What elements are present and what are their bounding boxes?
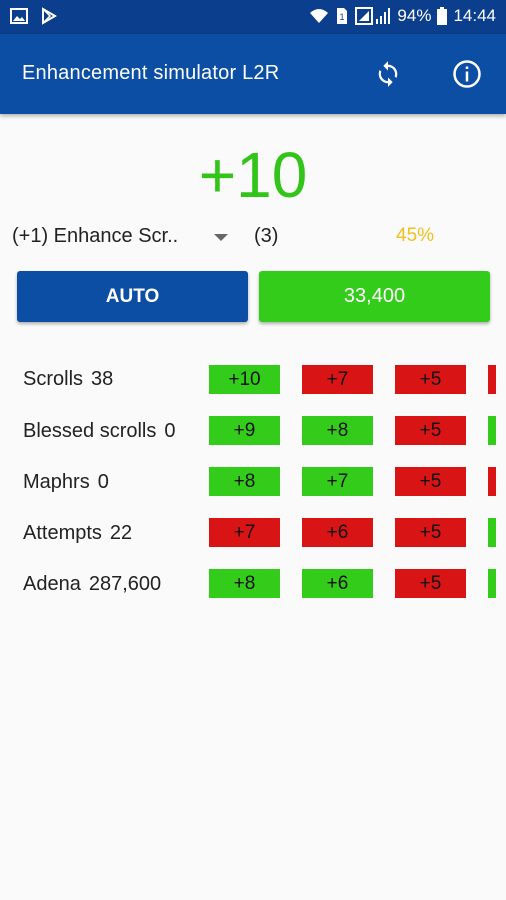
stat-value: 0 <box>97 471 109 493</box>
history-cell: +10 <box>209 365 280 394</box>
stat-label: Scrolls <box>23 368 84 390</box>
stat-value: 287,600 <box>88 573 162 595</box>
history-cell-partial <box>488 569 496 598</box>
status-bar: 1 94% 14:44 <box>0 0 506 34</box>
info-button[interactable] <box>449 56 485 92</box>
history-cell: +5 <box>395 569 466 598</box>
stat-label: Blessed scrolls <box>23 420 157 442</box>
svg-text:1: 1 <box>340 12 345 22</box>
stat-blessed-scrolls: Blessed scrolls 0 <box>23 420 176 443</box>
history-cell-partial <box>488 518 496 547</box>
info-icon <box>453 60 481 88</box>
history-cell: +5 <box>395 416 466 445</box>
gallery-icon <box>10 8 28 24</box>
sim-icon: 1 <box>337 8 348 24</box>
history-cell: +8 <box>209 467 280 496</box>
battery-icon <box>437 7 448 25</box>
app-bar: Enhancement simulator L2R <box>0 34 506 114</box>
history-cell: +5 <box>395 518 466 547</box>
history-cell: +5 <box>395 467 466 496</box>
stat-scrolls: Scrolls 38 <box>23 368 113 391</box>
app-title: Enhancement simulator L2R <box>22 62 280 84</box>
play-store-icon <box>42 7 57 25</box>
history-cell-partial <box>488 365 496 394</box>
wifi-icon <box>310 9 329 23</box>
refresh-button[interactable] <box>370 56 406 92</box>
auto-button[interactable]: AUTO <box>17 271 248 322</box>
battery-percent: 94% <box>397 6 432 25</box>
stat-attempts: Attempts 22 <box>23 522 132 545</box>
history-cell-partial <box>488 416 496 445</box>
history-cell: +7 <box>209 518 280 547</box>
clock: 14:44 <box>453 6 496 25</box>
stat-adena: Adena 287,600 <box>23 573 161 596</box>
enhance-button[interactable]: 33,400 <box>259 271 490 322</box>
scroll-type-dropdown[interactable]: (+1) Enhance Scr.. <box>12 222 232 252</box>
history-cell: +8 <box>302 416 373 445</box>
stat-value: 0 <box>164 420 176 442</box>
history-cell: +9 <box>209 416 280 445</box>
success-chance: 45% <box>396 225 435 246</box>
stat-value: 22 <box>109 522 133 544</box>
stat-label: Maphrs <box>23 471 90 493</box>
signal-icon <box>355 7 391 25</box>
stat-label: Attempts <box>23 522 102 544</box>
history-cell: +7 <box>302 467 373 496</box>
stat-maphrs: Maphrs 0 <box>23 471 109 494</box>
history-cell-partial <box>488 467 496 496</box>
enchant-level: +10 <box>198 139 308 211</box>
history-cell: +6 <box>302 518 373 547</box>
history-cell: +8 <box>209 569 280 598</box>
scroll-count: (3) <box>254 225 279 247</box>
history-cell: +6 <box>302 569 373 598</box>
scroll-type-value: (+1) Enhance Scr.. <box>12 225 179 247</box>
stat-value: 38 <box>91 368 114 390</box>
history-cell: +7 <box>302 365 373 394</box>
chevron-down-icon <box>214 234 228 241</box>
stat-label: Adena <box>23 573 81 595</box>
history-cell: +5 <box>395 365 466 394</box>
refresh-icon <box>378 61 398 87</box>
